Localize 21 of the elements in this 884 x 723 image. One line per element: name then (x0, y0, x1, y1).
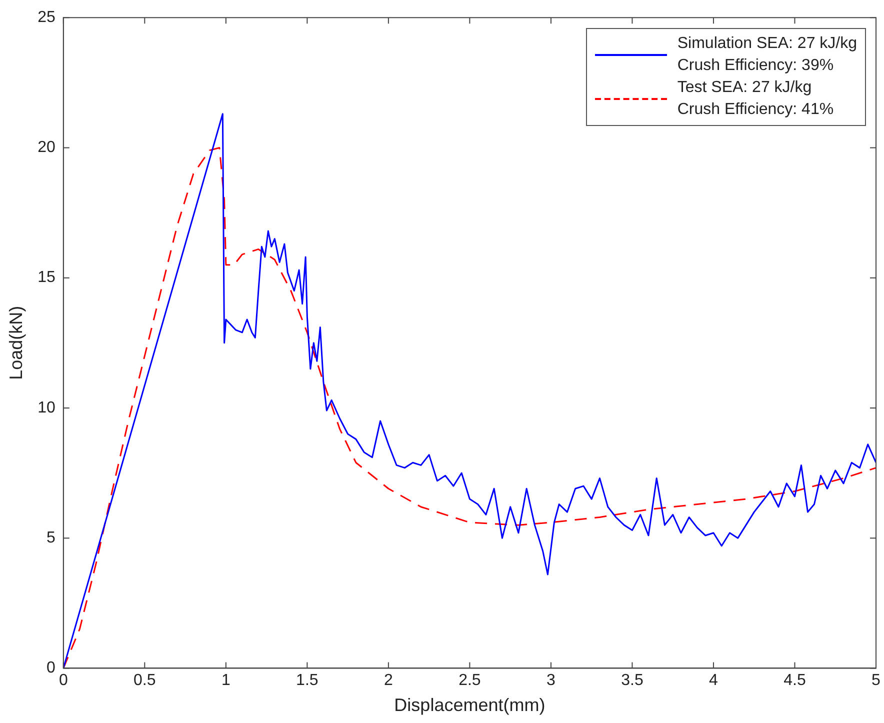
x-tick-label: 5 (872, 672, 881, 690)
x-tick-label: 1.5 (296, 672, 318, 690)
legend-label: Simulation SEA: 27 kJ/kg Crush Efficiency: 39% (677, 34, 857, 76)
y-tick-label: 25 (38, 9, 56, 26)
x-tick-label: 3.5 (621, 672, 644, 690)
y-tick-label: 5 (46, 529, 56, 546)
y-tick-label: 0 (46, 660, 56, 677)
x-axis-title: Displacement(mm) (394, 695, 546, 716)
x-tick-label: 2 (384, 672, 393, 690)
x-tick-label: 4.5 (784, 672, 806, 690)
x-tick-label: 0.5 (134, 672, 156, 690)
y-axis-title: Load(kN) (6, 306, 26, 380)
y-tick-label: 20 (38, 139, 56, 156)
y-tick-label: 15 (38, 269, 56, 286)
x-tick-label: 2.5 (458, 672, 481, 690)
y-tick-label: 10 (38, 399, 56, 416)
x-tick-label: 0 (58, 672, 68, 690)
x-tick-label: 4 (709, 672, 718, 690)
x-tick-label: 1 (221, 672, 230, 690)
x-tick-label: 3 (546, 672, 556, 690)
legend-label: Test SEA: 27 kJ/kg Crush Efficiency: 41% (677, 78, 834, 120)
